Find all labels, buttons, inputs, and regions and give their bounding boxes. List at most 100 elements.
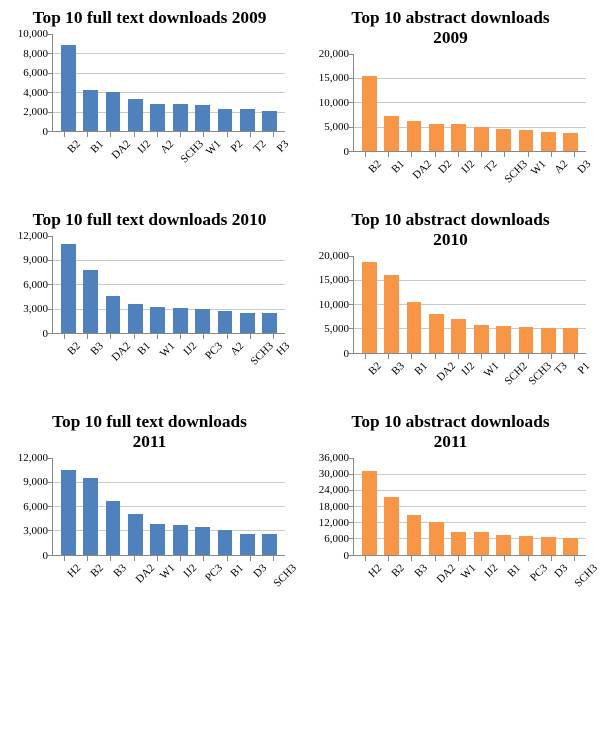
bar-cell (169, 458, 191, 555)
bar-cell (102, 458, 124, 555)
y-tick-label: 12,000 (18, 230, 48, 242)
bar-cell (403, 54, 425, 151)
bar (106, 296, 121, 332)
chart-title-line: Top 10 full text downloads 2009 (33, 8, 267, 28)
x-tick-label: IJ2 (482, 562, 500, 580)
y-tick-label: 3,000 (23, 525, 48, 537)
bar (384, 497, 399, 555)
panel-ab2011: Top 10 abstract downloads201106,00012,00… (309, 412, 592, 596)
bar (362, 76, 377, 151)
bar-cell (236, 34, 258, 131)
chart-title: Top 10 full text downloads 2010 (33, 210, 267, 230)
x-tick-label: B1 (88, 138, 106, 156)
bar-cell (102, 236, 124, 333)
panel-ab2010: Top 10 abstract downloads2010 0 5,000 10,00… (309, 210, 592, 394)
bar (195, 527, 210, 554)
bar-cell (560, 256, 582, 353)
y-tick-label: 10,000 (319, 97, 349, 109)
plot-area (353, 458, 586, 556)
bar-cell (448, 458, 470, 555)
bar (563, 328, 578, 352)
y-tick-label: 6,000 (23, 501, 48, 513)
x-tick (481, 354, 482, 359)
y-tick-label: 36,000 (319, 452, 349, 464)
x-tick-label: DA2 (411, 158, 435, 182)
y-tick-label: 5,000 (324, 121, 349, 133)
y-tick-label: 30,000 (319, 468, 349, 480)
bar (218, 311, 233, 333)
bar-cell (492, 458, 514, 555)
bar-cell (57, 458, 79, 555)
bar (173, 525, 188, 555)
y-tick-label: 24,000 (319, 484, 349, 496)
y-tick-label: 12,000 (319, 517, 349, 529)
x-tick-label: B1 (506, 562, 524, 580)
bar (496, 535, 511, 554)
x-tick-label: W1 (158, 340, 178, 360)
y-tick-label: 2,000 (23, 106, 48, 118)
y-tick-label: 15,000 (319, 274, 349, 286)
bar-cell (147, 236, 169, 333)
x-tick-label: SCH3 (503, 158, 531, 186)
x-tick-label: A2 (552, 158, 570, 176)
x-tick-label: DA2 (434, 562, 458, 586)
bar-cell (537, 458, 559, 555)
bar (362, 471, 377, 555)
bar-cell (358, 256, 380, 353)
y-tick (349, 353, 354, 354)
x-tick (250, 334, 251, 339)
x-tick-label: H2 (65, 562, 83, 580)
bar (496, 129, 511, 151)
x-tick-label: T3 (553, 360, 570, 377)
x-tick-label: IJ2 (181, 562, 199, 580)
x-tick (64, 334, 65, 339)
chart-title-line: 2010 (351, 230, 549, 250)
bar (563, 133, 578, 151)
y-tick-label: 10,000 (18, 28, 48, 40)
x-tick (250, 556, 251, 561)
chart-title-line: Top 10 abstract downloads (351, 210, 549, 230)
x-tick-label: P3 (275, 138, 292, 155)
bar-cell (79, 34, 101, 131)
bar-cell (470, 458, 492, 555)
y-tick-label: 5,000 (324, 323, 349, 335)
x-tick-label: W1 (158, 562, 178, 582)
x-tick-label: DA2 (434, 360, 458, 384)
x-tick-label: DA2 (110, 138, 134, 162)
x-tick (574, 152, 575, 157)
plot-area (52, 458, 285, 556)
bar (474, 325, 489, 353)
x-tick-label: T2 (483, 158, 500, 175)
bar-cell (380, 458, 402, 555)
x-tick-label: IJ2 (459, 158, 477, 176)
x-tick (273, 132, 274, 137)
x-tick (180, 132, 181, 137)
chart: 03,0006,0009,00012,000B2B3DA2B1W1IJ2PC3A… (8, 234, 291, 374)
y-tick-label: 0 (344, 550, 350, 562)
x-tick (227, 334, 228, 339)
x-tick-label: W1 (204, 138, 224, 158)
x-tick (134, 334, 135, 339)
x-tick (574, 556, 575, 561)
x-tick (227, 132, 228, 137)
x-tick (157, 334, 158, 339)
bar (128, 514, 143, 554)
y-tick-label: 0 (344, 348, 350, 360)
bar-cell (57, 34, 79, 131)
bar-cell (470, 256, 492, 353)
bar-cell (79, 458, 101, 555)
bar-cell (191, 236, 213, 333)
bar (83, 270, 98, 333)
bar-cell (358, 458, 380, 555)
bar (106, 501, 121, 554)
bar-cell (259, 34, 281, 131)
y-tick (48, 555, 53, 556)
y-tick-label: 10,000 (319, 299, 349, 311)
bar-cell (147, 34, 169, 131)
x-tick-label: W1 (459, 562, 479, 582)
x-tick (134, 132, 135, 137)
bar-cell (492, 256, 514, 353)
x-tick-label: B1 (228, 562, 246, 580)
chart-title: Top 10 abstract downloads2011 (351, 412, 549, 452)
bar (128, 99, 143, 131)
